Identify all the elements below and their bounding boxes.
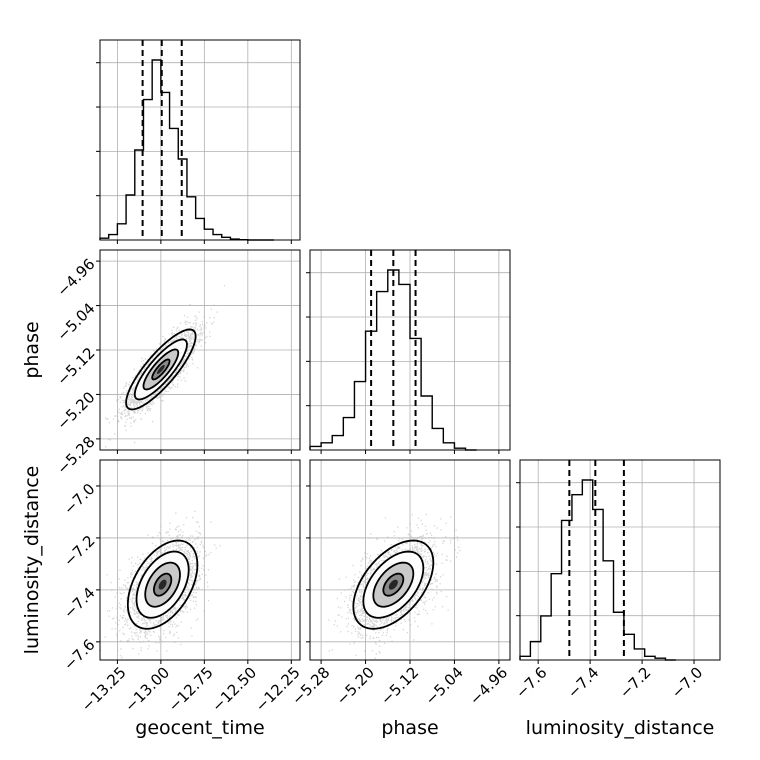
contour-2 [142,348,180,391]
y-tick-label-phase: −5.20 [53,388,98,433]
y-tick-label-luminosity_distance: −7.2 [60,532,98,570]
x-tick-label-luminosity_distance: −7.2 [616,663,654,701]
hist-panel-geocent_time [96,39,301,244]
panel-content [105,285,226,448]
x-tick-label-luminosity_distance: −7.6 [512,663,550,701]
contour-3 [133,338,188,401]
histogram-luminosity_distance [519,479,676,661]
axes-frame [99,459,301,661]
contour-3 [362,550,425,619]
y-axis-title-luminosity_distance: luminosity_distance [21,466,43,655]
x-tick-label-geocent_time: −13.25 [78,663,130,715]
x-tick-label-phase: −5.12 [377,663,422,708]
contour-1 [153,572,173,597]
axes-frame [99,39,301,241]
histogram-geocent_time [99,59,274,241]
x-tick-label-geocent_time: −13.00 [121,663,173,715]
y-tick-label-luminosity_distance: −7.4 [60,584,98,622]
x-axis-title-luminosity_distance: luminosity_distance [526,717,715,739]
contour-4 [352,539,435,630]
x-tick-label-geocent_time: −12.50 [208,663,260,715]
hist-panel-phase [306,249,511,454]
x-tick-label-luminosity_distance: −7.0 [668,663,706,701]
density-fill-core [158,579,167,590]
hist-panel-luminosity_distance [516,459,721,664]
x-tick-label-geocent_time: −12.75 [165,663,217,715]
density-fill-core [156,364,165,374]
y-axis-title-phase: phase [21,321,43,378]
x-axis-title-geocent_time: geocent_time [135,717,264,739]
panel-content [328,513,461,659]
contour-2 [144,561,181,608]
contour-1 [151,358,171,381]
x-tick-label-phase: −5.04 [422,663,467,708]
scatter-panel-geocent_time-luminosity_distance [96,459,301,664]
scatter-panel-phase-luminosity_distance [306,459,511,664]
x-axis-title-phase: phase [381,717,438,739]
panel-content [100,510,221,659]
y-tick-label-phase: −5.12 [53,344,98,389]
contour-2 [372,561,415,608]
y-tick-label-phase: −4.96 [53,255,98,300]
x-tick-label-luminosity_distance: −7.4 [564,663,602,701]
y-tick-label-luminosity_distance: −7.6 [60,636,98,674]
panels-layer: −13.25−13.00−12.75−12.50−12.25geocent_ti… [21,39,721,739]
y-tick-label-phase: −5.04 [53,299,98,344]
contour-4 [125,328,197,411]
y-tick-label-luminosity_distance: −7.0 [60,480,98,518]
contour-1 [382,572,405,597]
x-tick-label-phase: −4.96 [466,663,511,708]
contour-3 [135,550,190,619]
x-tick-label-phase: −5.20 [333,663,378,708]
labels-layer: −13.25−13.00−12.75−12.50−12.25geocent_ti… [21,255,714,739]
scatter-panel-geocent_time-phase [96,249,301,454]
histogram-phase [309,269,477,451]
y-tick-label-phase: −5.28 [53,433,98,478]
density-fill-core [388,579,398,590]
axes-frame [519,459,721,661]
contour-4 [126,539,199,630]
